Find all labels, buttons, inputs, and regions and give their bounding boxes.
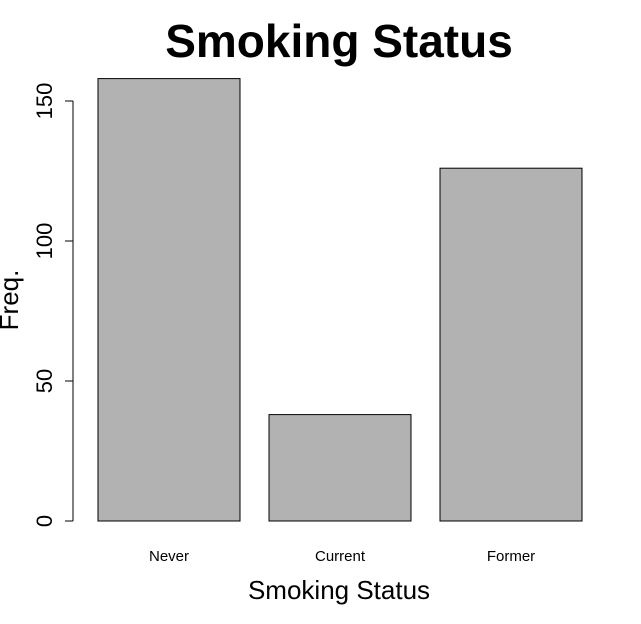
y-tick-label: 100 [32, 223, 57, 260]
category-label-former: Former [487, 548, 535, 565]
chart-title: Smoking Status [165, 15, 513, 67]
bar-current [268, 414, 412, 522]
bar-former [439, 167, 583, 522]
category-labels: Never Current Former [149, 548, 535, 565]
y-axis-label: Freq. [0, 270, 24, 331]
x-axis-label: Smoking Status [248, 575, 430, 605]
y-tick-label: 50 [32, 369, 57, 393]
bars-group [97, 78, 583, 522]
y-axis: 0 50 100 150 [32, 83, 74, 527]
bar-never [97, 78, 241, 522]
y-tick-label: 0 [32, 515, 57, 527]
category-label-current: Current [315, 548, 366, 565]
category-label-never: Never [149, 548, 189, 565]
y-tick-label: 150 [32, 83, 57, 120]
